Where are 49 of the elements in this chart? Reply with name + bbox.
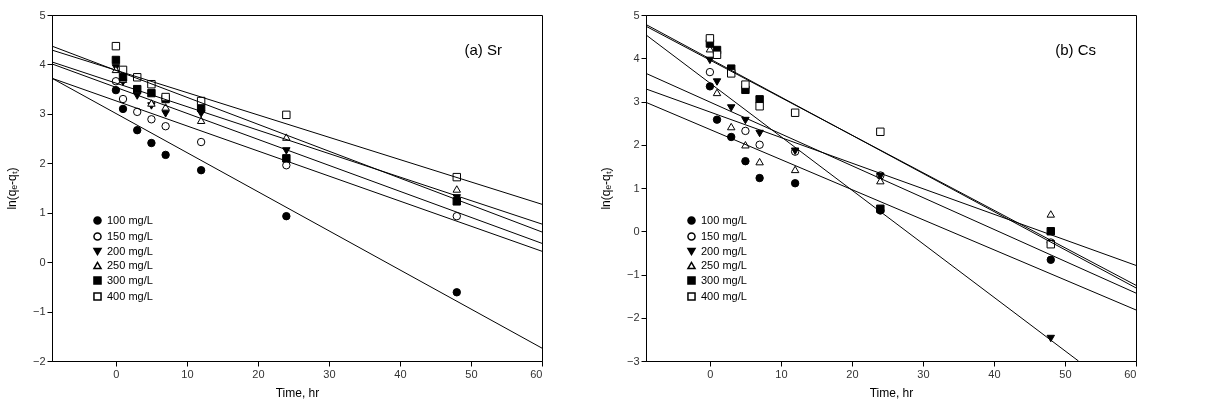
- y-tick-label: −1: [32, 305, 46, 318]
- legend-label: 300 mg/L: [107, 273, 153, 286]
- y-tick-label: 3: [39, 107, 46, 120]
- x-tick-label: 0: [113, 367, 120, 380]
- y-tick-label: 1: [633, 181, 640, 194]
- y-tick-label: 1: [39, 206, 46, 219]
- x-tick-label: 20: [252, 367, 265, 380]
- legend-label: 150 mg/L: [701, 229, 747, 242]
- legend-label: 250 mg/L: [701, 258, 747, 271]
- y-tick-label: 3: [633, 95, 640, 107]
- y-tick-label: −2: [32, 354, 46, 367]
- legend-label: 400 mg/L: [107, 289, 153, 302]
- x-axis-title: Time, hr: [275, 385, 320, 400]
- x-tick-label: 50: [1059, 367, 1072, 380]
- y-tick-label: 0: [633, 224, 640, 237]
- annotation: (b) Cs: [1055, 41, 1096, 58]
- y-tick-label: −1: [626, 268, 640, 280]
- legend-label: 100 mg/L: [107, 213, 153, 226]
- y-axis-title: ln(qₑ-qₜ): [4, 167, 19, 210]
- y-tick-label: 5: [39, 8, 46, 21]
- annotation: (a) Sr: [464, 41, 502, 58]
- legend-label: 300 mg/L: [701, 273, 747, 286]
- y-tick-label: 2: [39, 156, 46, 169]
- x-tick-label: 10: [181, 367, 194, 380]
- x-tick-label: 60: [1124, 367, 1137, 380]
- legend-label: 250 mg/L: [107, 258, 153, 271]
- x-tick-label: 30: [917, 367, 930, 380]
- legend-label: 200 mg/L: [107, 244, 153, 257]
- x-tick-label: 30: [323, 367, 336, 380]
- x-tick-label: 60: [530, 367, 543, 380]
- y-tick-label: 2: [633, 138, 640, 151]
- x-tick-label: 50: [465, 367, 478, 380]
- y-tick-label: 4: [39, 57, 46, 70]
- legend-label: 400 mg/L: [701, 289, 747, 302]
- x-tick-label: 10: [775, 367, 788, 380]
- y-tick-label: 5: [633, 8, 640, 21]
- x-axis-title: Time, hr: [869, 385, 914, 400]
- x-tick-label: 0: [707, 367, 714, 380]
- y-tick-label: −3: [626, 354, 640, 367]
- x-tick-label: 40: [988, 367, 1001, 380]
- y-axis-title: ln(qₑ-qₜ): [598, 167, 613, 210]
- x-tick-label: 20: [846, 367, 859, 380]
- y-tick-label: −2: [626, 311, 640, 324]
- legend-label: 100 mg/L: [701, 213, 747, 226]
- legend-label: 150 mg/L: [107, 229, 153, 242]
- x-tick-label: 40: [394, 367, 407, 380]
- legend-label: 200 mg/L: [701, 244, 747, 257]
- y-tick-label: 0: [39, 255, 46, 268]
- y-tick-label: 4: [633, 51, 640, 64]
